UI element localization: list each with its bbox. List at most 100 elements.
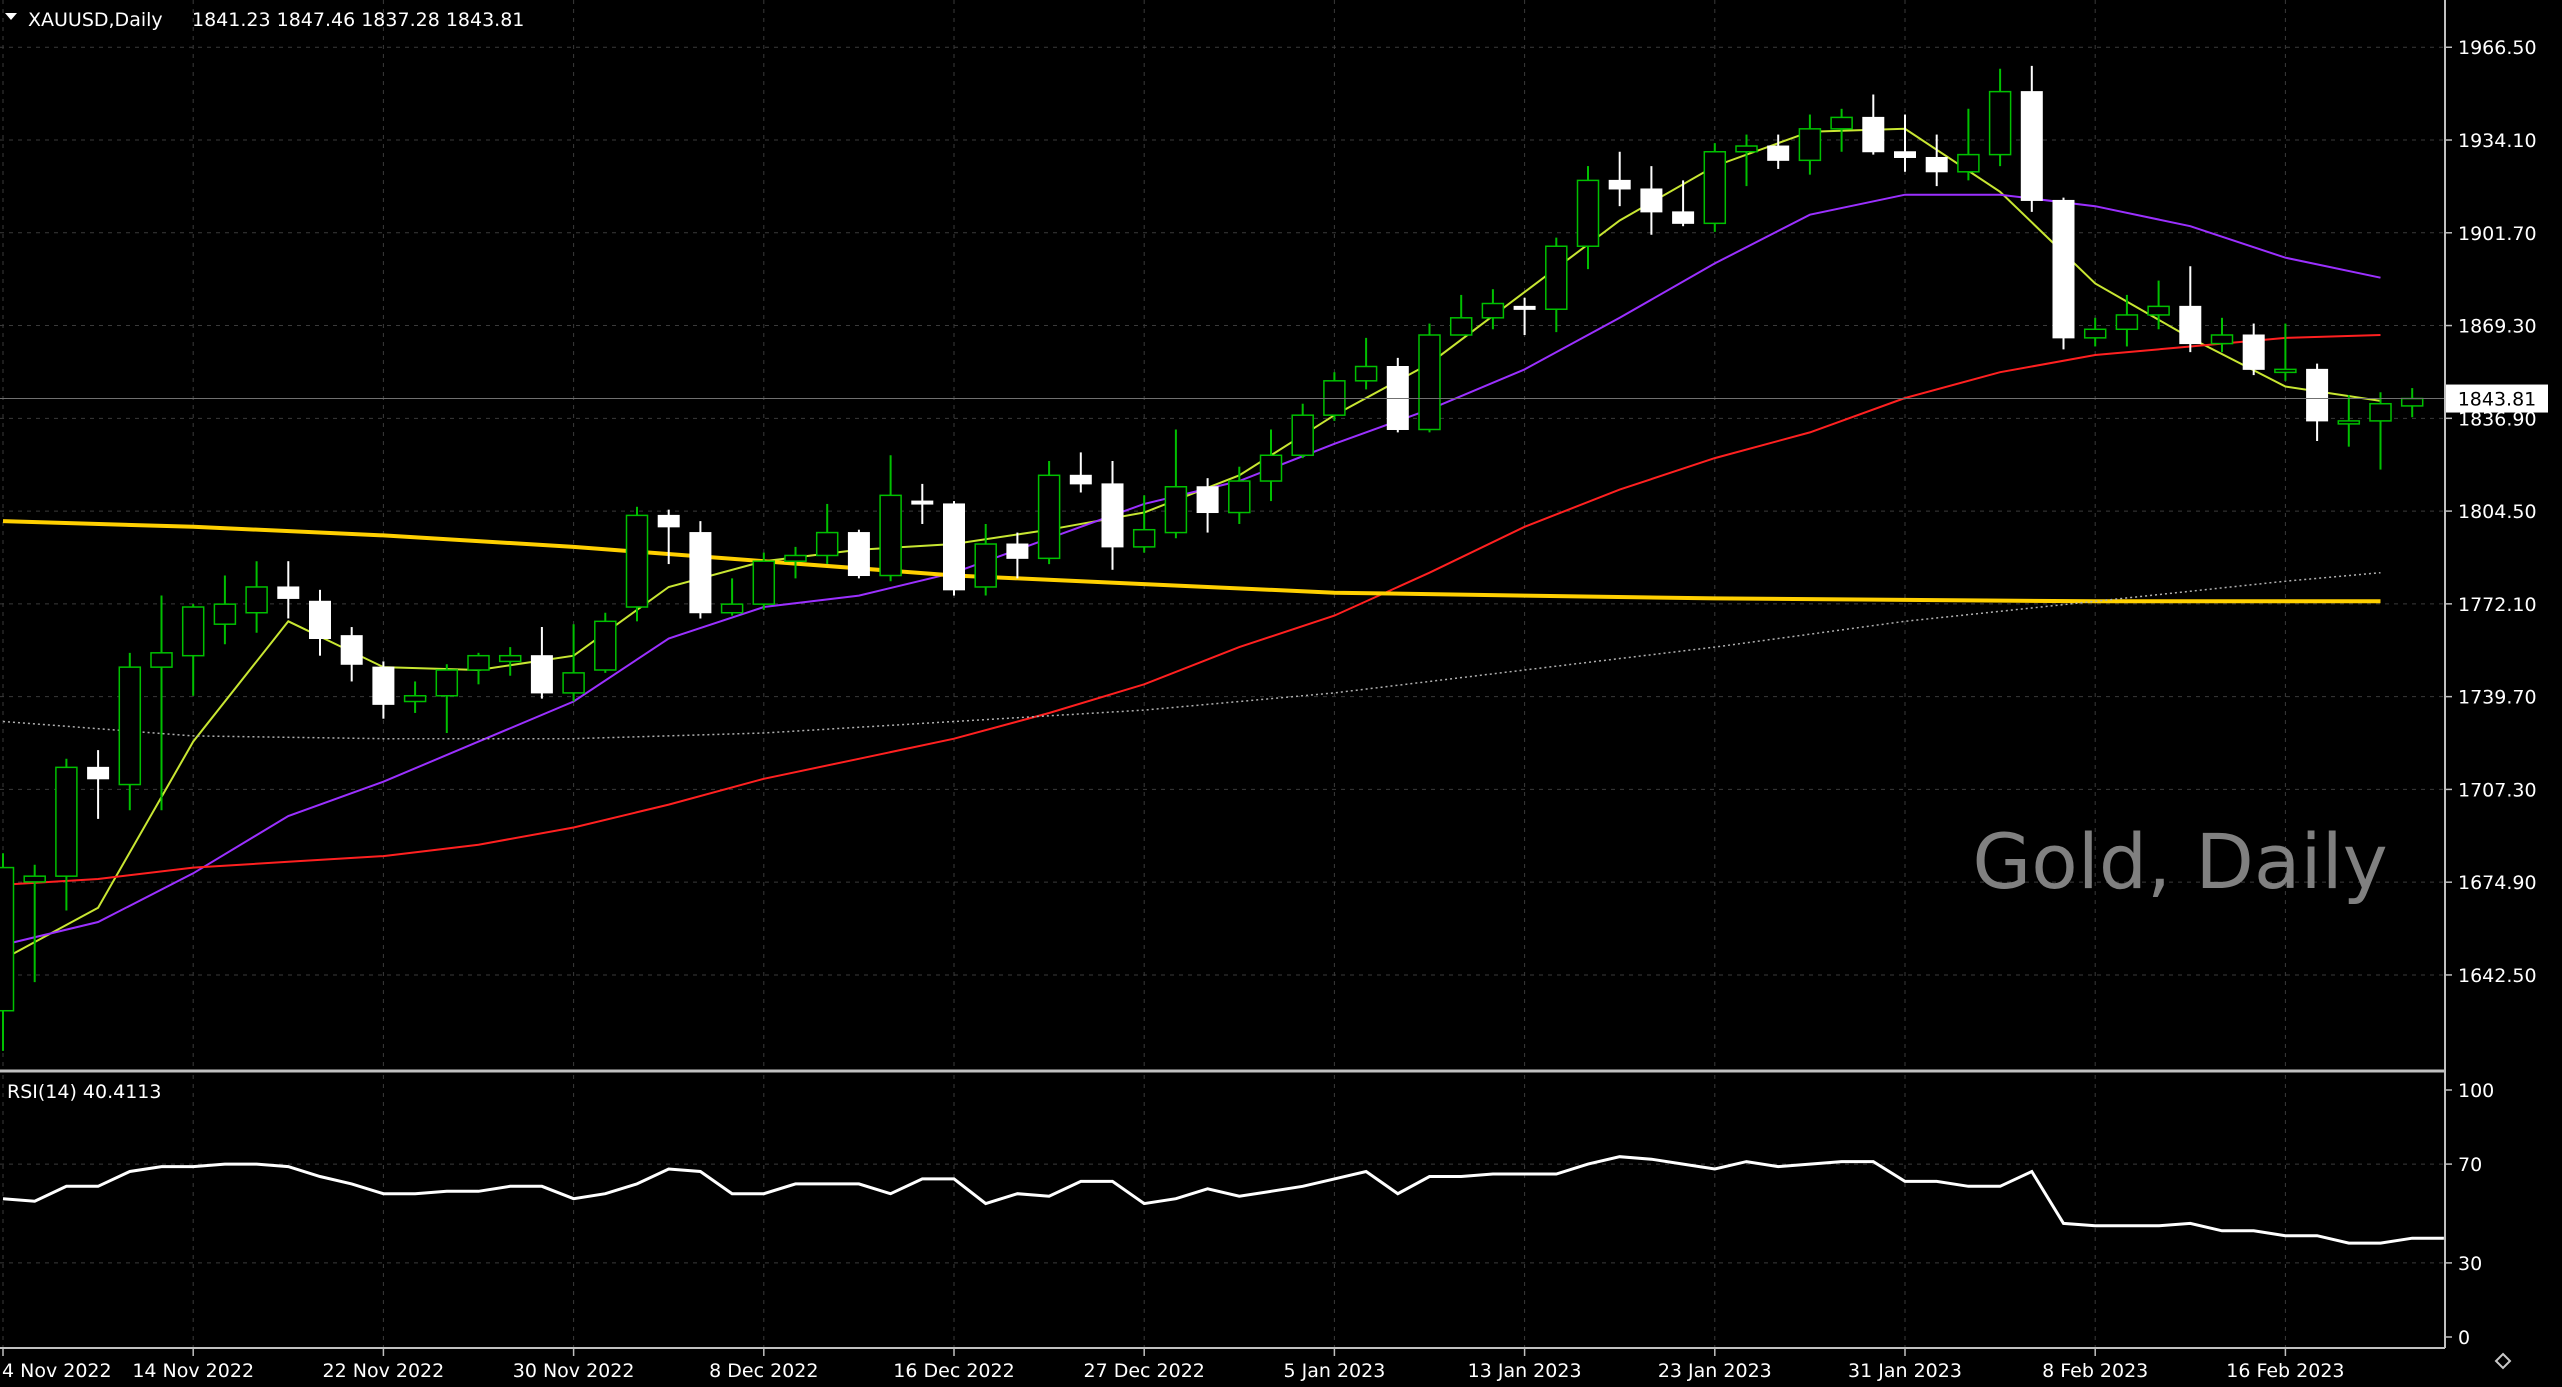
candle-body[interactable] (911, 500, 934, 505)
candle[interactable] (720, 578, 744, 616)
candle[interactable] (435, 664, 459, 733)
candle[interactable] (1862, 94, 1885, 155)
candle[interactable] (1196, 478, 1219, 533)
candle-body[interactable] (784, 554, 807, 562)
candle[interactable] (2369, 392, 2392, 470)
candle-body[interactable] (150, 652, 173, 668)
candle-body[interactable] (435, 669, 459, 697)
candle-body[interactable] (974, 543, 997, 588)
candle-body[interactable] (1418, 334, 1441, 431)
candle[interactable] (1545, 237, 1568, 333)
candle[interactable] (1767, 134, 1790, 169)
candle-body[interactable] (2274, 368, 2297, 374)
candle-body[interactable] (340, 635, 363, 665)
candle[interactable] (1925, 134, 1948, 187)
candle[interactable] (2083, 317, 2107, 347)
candle-body[interactable] (2115, 314, 2139, 331)
dropdown-triangle-icon[interactable] (5, 13, 17, 20)
candle-body[interactable] (1672, 211, 1695, 224)
candle[interactable] (1069, 452, 1092, 493)
candle-body[interactable] (1830, 116, 1853, 130)
candle-body[interactable] (1259, 454, 1283, 482)
candle-body[interactable] (752, 560, 776, 605)
candle-body[interactable] (815, 531, 839, 557)
candle[interactable] (181, 604, 205, 696)
candle-body[interactable] (594, 620, 617, 671)
candle-body[interactable] (1069, 474, 1092, 485)
candle[interactable] (815, 503, 839, 565)
candle[interactable] (309, 589, 331, 656)
candle-body[interactable] (1291, 414, 1314, 457)
candle[interactable] (1513, 297, 1536, 336)
time-axis[interactable]: 4 Nov 2022 14 Nov 2022 22 Nov 2022 30 Nov 2… (2, 1348, 2345, 1382)
candle[interactable] (213, 575, 237, 645)
candle[interactable] (943, 501, 965, 596)
candle[interactable] (245, 561, 268, 633)
candle-body[interactable] (2337, 420, 2361, 425)
candle[interactable] (1481, 289, 1505, 330)
candle-body[interactable] (657, 514, 680, 528)
candle-body[interactable] (23, 875, 46, 883)
candle[interactable] (1259, 429, 1283, 502)
candle-body[interactable] (1481, 302, 1505, 319)
candle-body[interactable] (943, 503, 965, 591)
candle[interactable] (1988, 68, 2012, 167)
candle[interactable] (2115, 294, 2139, 347)
candle[interactable] (2242, 323, 2265, 376)
candle[interactable] (1037, 460, 1061, 565)
candle-body[interactable] (403, 695, 427, 703)
candle-body[interactable] (847, 532, 870, 577)
candle[interactable] (467, 652, 490, 685)
candle[interactable] (2337, 395, 2361, 447)
candle[interactable] (911, 483, 934, 524)
candle-body[interactable] (2242, 334, 2265, 370)
candle-body[interactable] (1862, 116, 1885, 153)
candle-body[interactable] (2400, 397, 2424, 407)
candle-body[interactable] (1006, 543, 1029, 559)
candle[interactable] (498, 647, 522, 676)
candle[interactable] (1291, 403, 1314, 459)
candle-body[interactable] (1386, 365, 1409, 430)
price-axis[interactable]: 1642.50 1674.90 1707.30 1739.70 1772.10 1804.… (2445, 37, 2537, 987)
candle[interactable] (277, 561, 300, 619)
candle[interactable] (1449, 294, 1473, 336)
candle[interactable] (752, 552, 776, 610)
candle-body[interactable] (277, 586, 300, 599)
candle-body[interactable] (2210, 334, 2234, 345)
candle[interactable] (1164, 429, 1188, 539)
candle-body[interactable] (372, 666, 395, 705)
candle-body[interactable] (2020, 91, 2043, 201)
candle[interactable] (1672, 180, 1695, 227)
candle-body[interactable] (1513, 305, 1536, 310)
candle[interactable] (55, 758, 78, 911)
candle[interactable] (1735, 134, 1758, 187)
candle-body[interactable] (2306, 368, 2329, 422)
candle[interactable] (1894, 114, 1916, 172)
candle[interactable] (118, 652, 142, 811)
candle[interactable] (2179, 266, 2202, 353)
candle-body[interactable] (689, 532, 712, 614)
candle-body[interactable] (2083, 328, 2107, 339)
candle-body[interactable] (1323, 380, 1346, 416)
candle[interactable] (847, 529, 870, 579)
candle-body[interactable] (1767, 145, 1790, 161)
candle[interactable] (657, 509, 680, 565)
candle-body[interactable] (0, 866, 15, 1012)
candle[interactable] (2020, 65, 2043, 212)
candle[interactable] (1703, 143, 1727, 232)
candle[interactable] (87, 750, 110, 819)
candle-body[interactable] (1576, 179, 1600, 247)
candlesticks[interactable] (0, 65, 2424, 1051)
candle[interactable] (625, 506, 649, 622)
candle-body[interactable] (1354, 365, 1378, 382)
candle-body[interactable] (1640, 188, 1663, 213)
candle[interactable] (784, 546, 807, 579)
candle-body[interactable] (1798, 128, 1822, 162)
candle[interactable] (0, 853, 15, 1051)
candle-body[interactable] (1735, 145, 1758, 153)
candle[interactable] (1640, 166, 1663, 235)
candle-body[interactable] (2369, 402, 2392, 422)
candle-body[interactable] (879, 494, 902, 577)
candle[interactable] (1006, 532, 1029, 579)
candle[interactable] (2210, 317, 2234, 353)
